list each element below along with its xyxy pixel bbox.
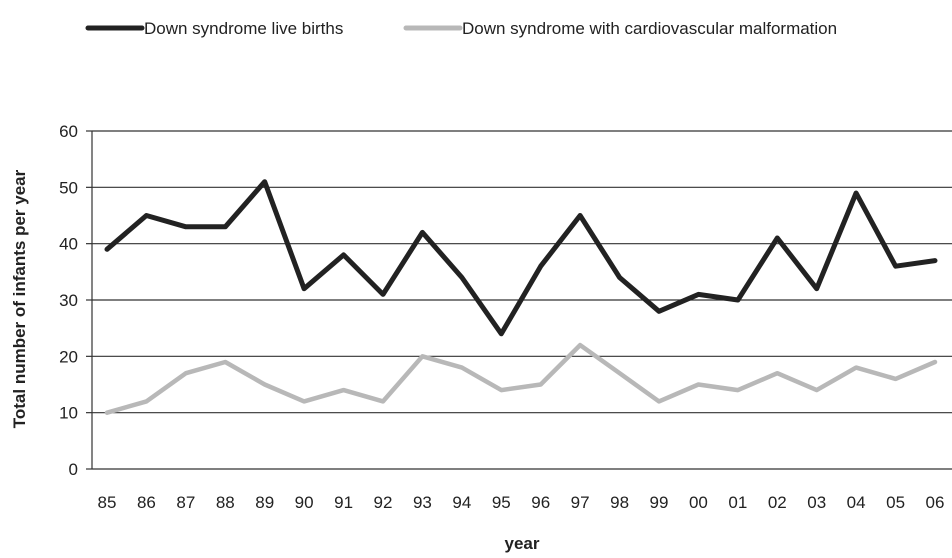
x-axis-title: year	[505, 534, 540, 553]
legend-label-2: Down syndrome with cardiovascular malfor…	[462, 19, 837, 38]
y-axis-title: Total number of infants per year	[10, 169, 29, 428]
y-tick-label-10: 10	[59, 404, 78, 423]
x-tick-label-00: 00	[689, 493, 708, 512]
y-tick-label-40: 40	[59, 235, 78, 254]
x-tick-label-90: 90	[295, 493, 314, 512]
legend: Down syndrome live births Down syndrome w…	[85, 19, 837, 38]
x-tick-label-96: 96	[531, 493, 550, 512]
series-lines	[104, 179, 938, 415]
x-tick-label-89: 89	[255, 493, 274, 512]
series-line-2	[104, 342, 938, 415]
y-tick-label-50: 50	[59, 178, 78, 197]
legend-label-1: Down syndrome live births	[144, 19, 343, 38]
x-tick-label-92: 92	[374, 493, 393, 512]
x-tick-label-94: 94	[452, 493, 471, 512]
x-tick-label-04: 04	[847, 493, 866, 512]
x-tick-label-93: 93	[413, 493, 432, 512]
x-tick-label-98: 98	[610, 493, 629, 512]
x-tick-label-02: 02	[768, 493, 787, 512]
series-line-1	[104, 179, 938, 337]
axes	[86, 130, 952, 470]
x-tick-label-91: 91	[334, 493, 353, 512]
x-tick-label-86: 86	[137, 493, 156, 512]
x-tick-label-87: 87	[176, 493, 195, 512]
x-tick-label-06: 06	[926, 493, 945, 512]
y-tick-labels: 0 10 20 30 40 50 60	[59, 122, 78, 479]
x-tick-label-95: 95	[492, 493, 511, 512]
x-tick-label-97: 97	[571, 493, 590, 512]
x-tick-label-85: 85	[98, 493, 117, 512]
x-tick-label-03: 03	[807, 493, 826, 512]
y-tick-label-0: 0	[69, 460, 78, 479]
y-tick-label-20: 20	[59, 347, 78, 366]
x-tick-label-05: 05	[886, 493, 905, 512]
x-tick-label-88: 88	[216, 493, 235, 512]
y-tick-label-30: 30	[59, 291, 78, 310]
x-tick-labels: 85 86 87 88 89 90 91 92 93 94 95 96 97 98 99 00 01 02 03 04…	[98, 493, 945, 512]
x-tick-label-01: 01	[728, 493, 747, 512]
y-tick-label-60: 60	[59, 122, 78, 141]
x-tick-label-99: 99	[650, 493, 669, 512]
